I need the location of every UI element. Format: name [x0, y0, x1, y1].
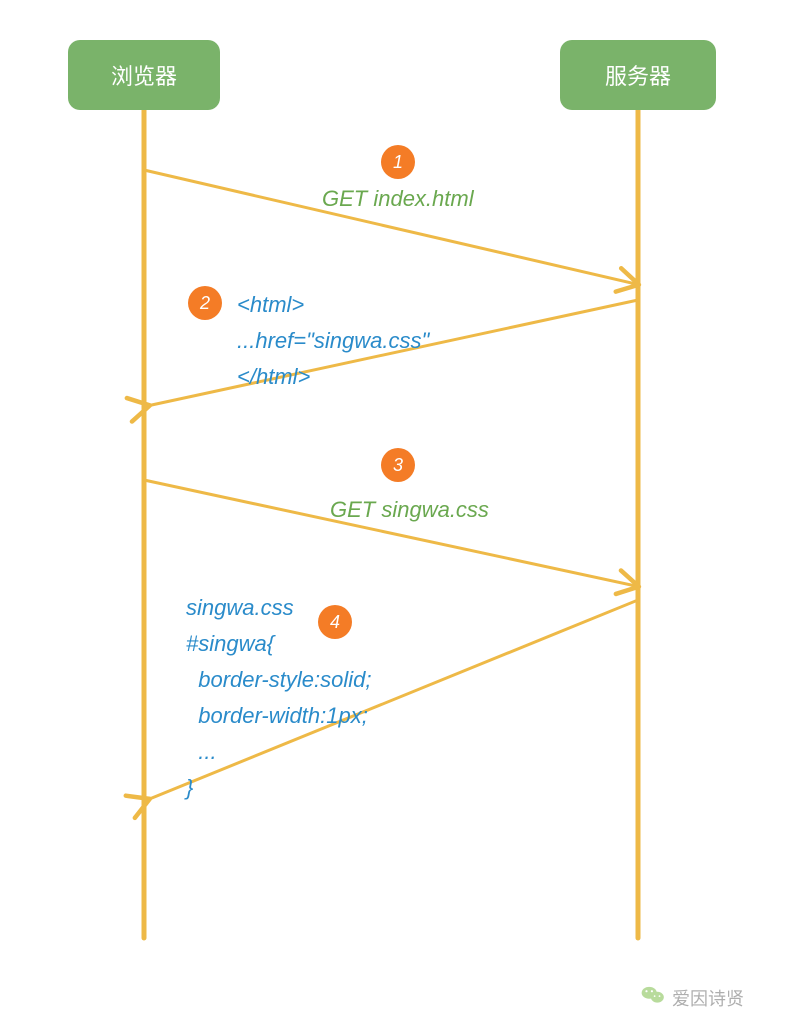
- step-badge-3: 3: [381, 448, 415, 482]
- wechat-icon: [640, 982, 666, 1013]
- code-line: }: [186, 770, 371, 806]
- code-line: <html>: [237, 287, 429, 323]
- code-line: #singwa{: [186, 626, 371, 662]
- watermark: 爱因诗贤: [640, 982, 744, 1013]
- code-line: singwa.css: [186, 590, 371, 626]
- actor-server: 服务器: [560, 40, 716, 110]
- step-badge-2: 2: [188, 286, 222, 320]
- step-badge-1: 1: [381, 145, 415, 179]
- message-2-code: <html>...href="singwa.css"</html>: [237, 287, 429, 395]
- message-4-code: singwa.css#singwa{ border-style:solid; b…: [186, 590, 371, 806]
- code-line: ...: [186, 734, 371, 770]
- actor-browser-label: 浏览器: [111, 59, 177, 91]
- code-line: border-width:1px;: [186, 698, 371, 734]
- code-line: ...href="singwa.css": [237, 323, 429, 359]
- actor-browser: 浏览器: [68, 40, 220, 110]
- code-line: border-style:solid;: [186, 662, 371, 698]
- message-1-label: GET index.html: [322, 186, 474, 212]
- message-3-label: GET singwa.css: [330, 497, 489, 523]
- actor-server-label: 服务器: [605, 59, 671, 91]
- code-line: </html>: [237, 359, 429, 395]
- watermark-text: 爱因诗贤: [672, 985, 744, 1011]
